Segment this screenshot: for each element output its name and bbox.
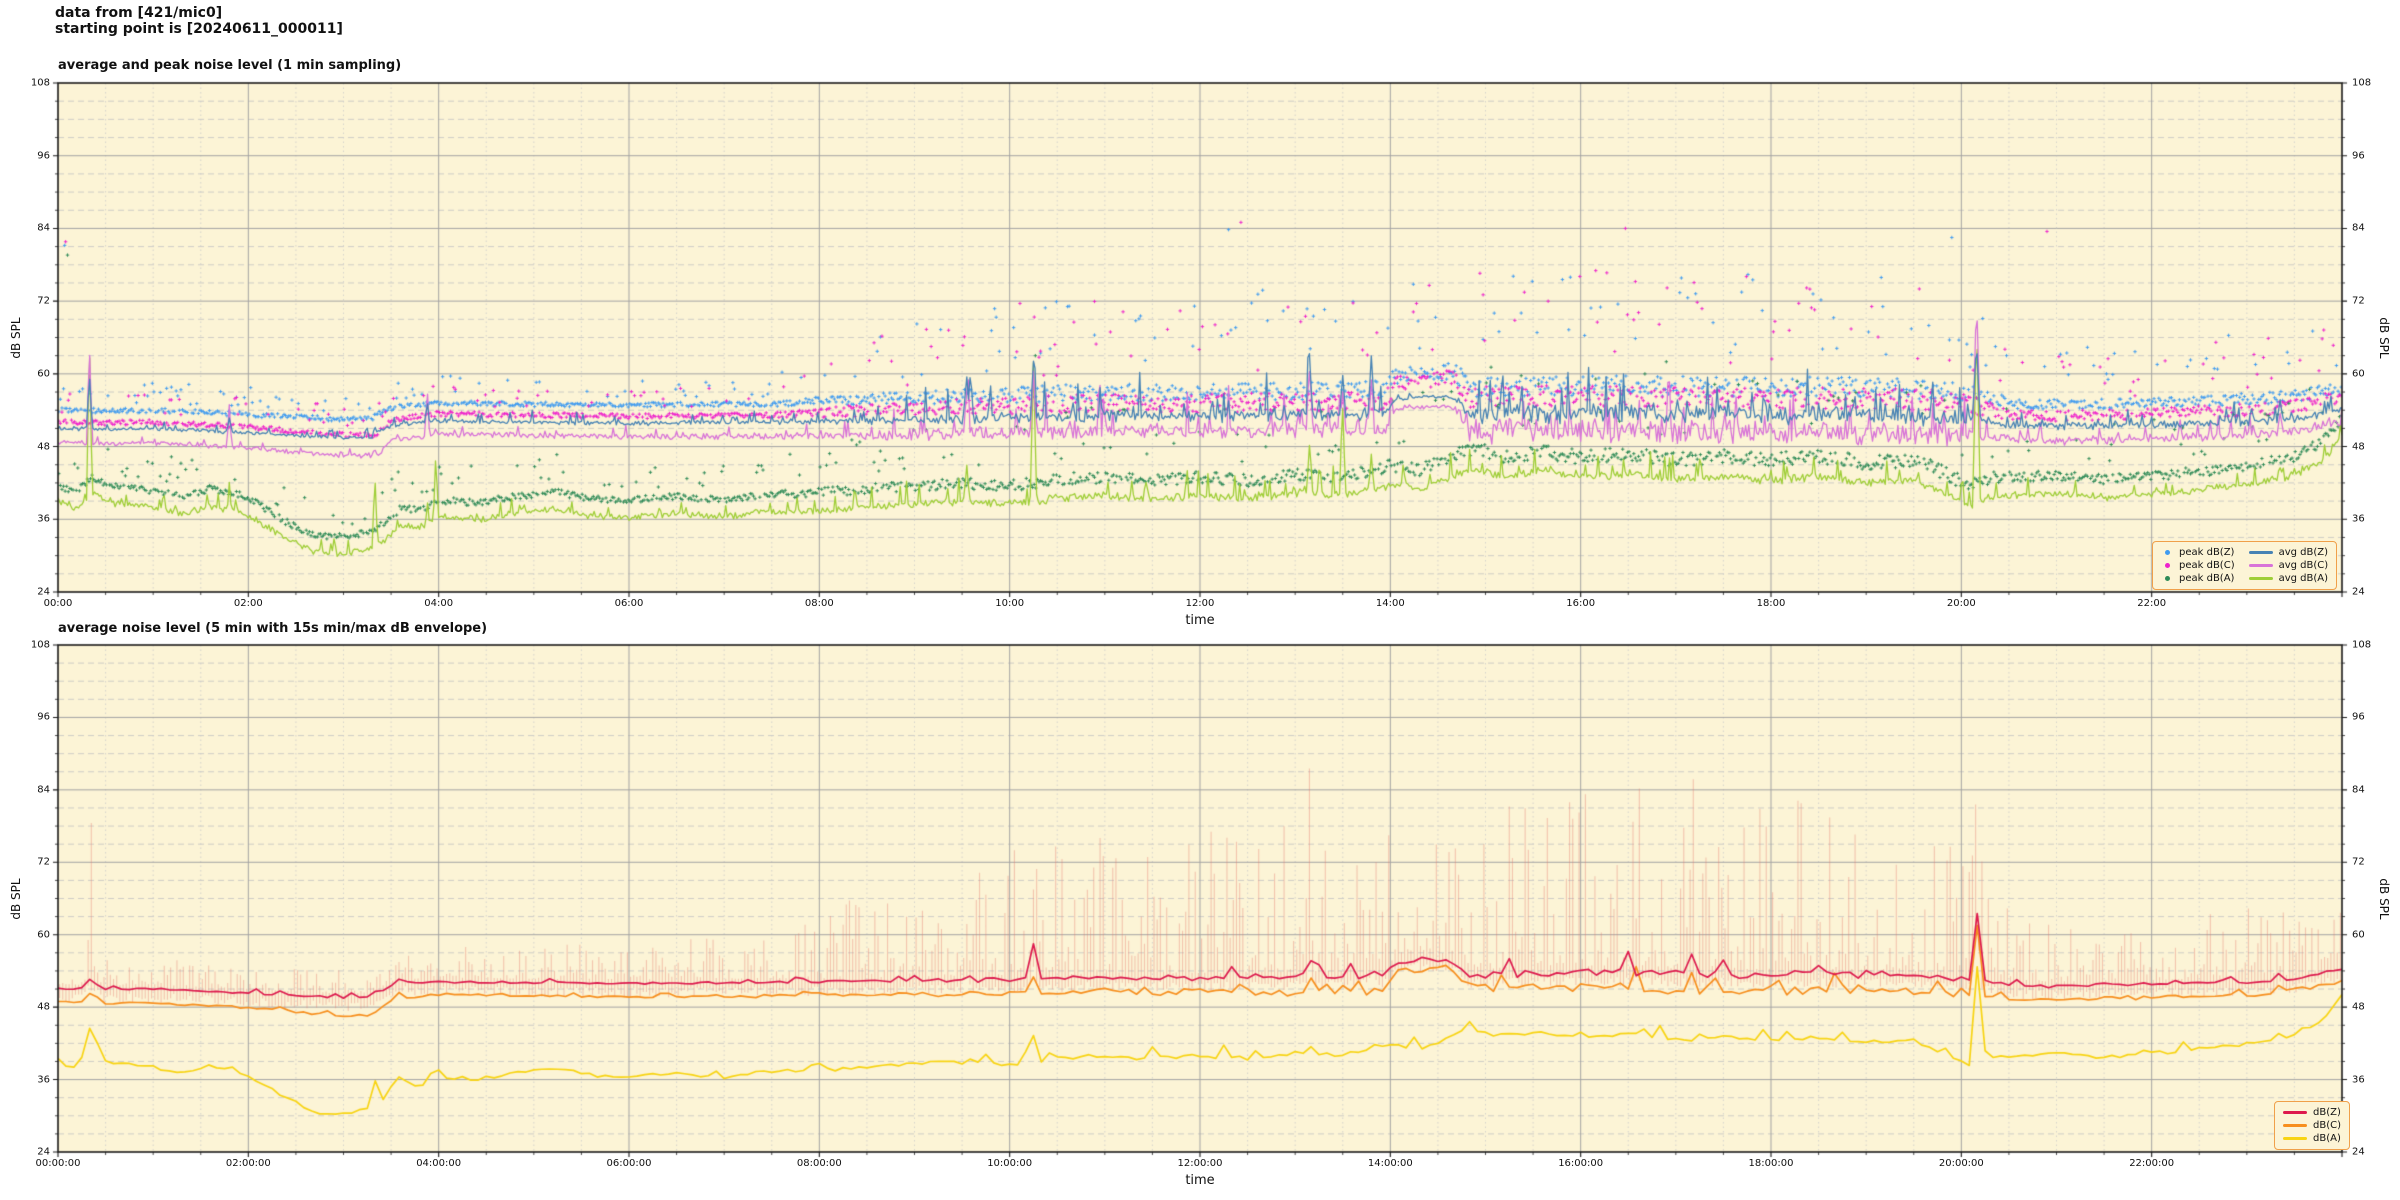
y-tick-label: 60 <box>2352 929 2365 941</box>
legend-marker-dot <box>2165 563 2170 568</box>
legend-label: avg dB(Z) <box>2278 547 2329 558</box>
legend-marker-dot <box>2165 576 2170 581</box>
chart2-title: average noise level (5 min with 15s min/… <box>58 621 488 636</box>
y-tick-label: 36 <box>37 513 50 525</box>
y-tick-label: 96 <box>37 711 50 723</box>
legend-label: dB(C) <box>2313 1120 2341 1131</box>
y-tick-label: 36 <box>37 1074 50 1086</box>
legend-item: avg dB(Z) <box>2248 546 2329 559</box>
y-tick-label: 48 <box>2352 441 2365 453</box>
legend-label: avg dB(C) <box>2278 560 2329 571</box>
x-tick-label: 02:00:00 <box>225 1158 271 1169</box>
x-tick-label: 18:00:00 <box>1748 1158 1794 1169</box>
chart2-xlabel: time <box>1185 1173 1215 1188</box>
y-tick-label: 48 <box>2352 1001 2365 1013</box>
legend-label: avg dB(A) <box>2278 573 2329 584</box>
x-tick-label: 04:00:00 <box>416 1158 462 1169</box>
y-tick-label: 48 <box>37 1001 50 1013</box>
x-tick-label: 10:00 <box>995 598 1025 609</box>
x-tick-label: 14:00:00 <box>1367 1158 1413 1169</box>
x-tick-label: 16:00 <box>1566 598 1596 609</box>
legend-line-swatch <box>2283 1124 2307 1127</box>
legend-item: avg dB(A) <box>2248 572 2329 585</box>
x-tick-label: 18:00 <box>1756 598 1786 609</box>
x-tick-label: 20:00:00 <box>1938 1158 1984 1169</box>
x-tick-label: 22:00 <box>2137 598 2167 609</box>
y-tick-label: 84 <box>2352 784 2365 796</box>
chart2-ylabel-right: dB SPL <box>2377 878 2391 920</box>
legend-item: peak dB(Z) <box>2161 546 2235 559</box>
x-tick-label: 04:00 <box>424 598 454 609</box>
x-tick-label: 00:00:00 <box>35 1158 81 1169</box>
legend-line-swatch <box>2248 577 2273 580</box>
x-tick-label: 06:00 <box>614 598 644 609</box>
figure-header-line2: starting point is [20240611_000011] <box>55 21 343 37</box>
chart2-ylabel-left: dB SPL <box>9 878 23 920</box>
legend-label: dB(A) <box>2313 1133 2341 1144</box>
legend-line-swatch <box>2283 1111 2307 1114</box>
chart2-legend: dB(Z) dB(C) dB(A) <box>2274 1101 2350 1150</box>
y-tick-label: 72 <box>37 856 50 868</box>
figure-header-line1: data from [421/mic0] <box>55 5 223 21</box>
x-tick-label: 08:00:00 <box>796 1158 842 1169</box>
y-tick-label: 24 <box>37 586 50 598</box>
legend-item: dB(Z) <box>2283 1106 2341 1119</box>
legend-item: dB(A) <box>2283 1132 2341 1145</box>
y-tick-label: 60 <box>37 929 50 941</box>
chart1-title: average and peak noise level (1 min samp… <box>58 58 402 73</box>
chart1-legend: peak dB(Z) peak dB(C) peak dB(A) avg dB(Z) a… <box>2152 541 2338 590</box>
legend-label: peak dB(Z) <box>2179 547 2235 558</box>
y-tick-label: 24 <box>37 1146 50 1158</box>
chart1-ylabel-left: dB SPL <box>9 317 23 359</box>
x-tick-label: 12:00 <box>1185 598 1215 609</box>
y-tick-label: 60 <box>37 368 50 380</box>
y-tick-label: 96 <box>37 150 50 162</box>
x-tick-label: 08:00 <box>804 598 834 609</box>
y-tick-label: 108 <box>30 639 50 651</box>
y-tick-label: 84 <box>2352 222 2365 234</box>
legend-item: peak dB(C) <box>2161 559 2235 572</box>
x-tick-label: 02:00 <box>233 598 263 609</box>
legend-line-swatch <box>2248 564 2273 567</box>
y-tick-label: 72 <box>2352 856 2365 868</box>
y-tick-label: 84 <box>37 784 50 796</box>
legend-item: dB(C) <box>2283 1119 2341 1132</box>
y-tick-label: 60 <box>2352 368 2365 380</box>
y-tick-label: 72 <box>37 295 50 307</box>
y-tick-label: 36 <box>2352 513 2365 525</box>
legend-item: avg dB(C) <box>2248 559 2329 572</box>
y-tick-label: 108 <box>30 77 50 89</box>
y-tick-label: 72 <box>2352 295 2365 307</box>
x-tick-label: 06:00:00 <box>606 1158 652 1169</box>
chart1-ylabel-right: dB SPL <box>2377 317 2391 359</box>
y-tick-label: 48 <box>37 441 50 453</box>
x-tick-label: 10:00:00 <box>987 1158 1033 1169</box>
y-tick-label: 36 <box>2352 1074 2365 1086</box>
y-tick-label: 84 <box>37 222 50 234</box>
y-tick-label: 108 <box>2352 77 2372 89</box>
legend-marker-dot <box>2165 550 2170 555</box>
legend-label: peak dB(C) <box>2179 560 2235 571</box>
x-tick-label: 22:00:00 <box>2129 1158 2175 1169</box>
legend-label: dB(Z) <box>2313 1107 2341 1118</box>
y-tick-label: 24 <box>2352 1146 2365 1158</box>
y-tick-label: 96 <box>2352 711 2365 723</box>
x-tick-label: 14:00 <box>1375 598 1405 609</box>
x-tick-label: 12:00:00 <box>1177 1158 1223 1169</box>
legend-line-swatch <box>2283 1137 2307 1140</box>
y-tick-label: 24 <box>2352 586 2365 598</box>
legend-label: peak dB(A) <box>2179 573 2235 584</box>
x-tick-label: 16:00:00 <box>1558 1158 1604 1169</box>
x-tick-label: 20:00 <box>1946 598 1976 609</box>
y-tick-label: 96 <box>2352 150 2365 162</box>
legend-line-swatch <box>2248 551 2273 554</box>
chart1-xlabel: time <box>1185 613 1215 628</box>
legend-item: peak dB(A) <box>2161 572 2235 585</box>
x-tick-label: 00:00 <box>43 598 73 609</box>
y-tick-label: 108 <box>2352 639 2372 651</box>
